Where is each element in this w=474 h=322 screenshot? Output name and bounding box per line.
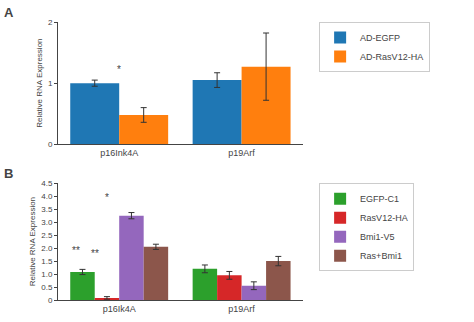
svg-text:**: ** (72, 245, 80, 256)
svg-text:A: A (4, 5, 14, 20)
svg-text:2.5: 2.5 (41, 231, 53, 240)
svg-text:Ras+Bmi1: Ras+Bmi1 (360, 251, 402, 261)
svg-text:0: 0 (48, 296, 53, 305)
svg-text:RasV12-HA: RasV12-HA (360, 213, 408, 223)
svg-text:B: B (4, 166, 13, 181)
svg-text:Relative RNA Expression: Relative RNA Expression (28, 197, 37, 286)
svg-text:3.0: 3.0 (41, 218, 53, 227)
svg-text:Relative RNA Expression: Relative RNA Expression (35, 38, 44, 127)
svg-text:1.0: 1.0 (41, 270, 53, 279)
svg-text:1.5: 1.5 (41, 257, 53, 266)
svg-text:p19Arf: p19Arf (228, 148, 255, 158)
svg-text:0: 0 (48, 140, 53, 149)
svg-text:*: * (117, 64, 121, 75)
svg-text:4.5: 4.5 (41, 179, 53, 188)
svg-text:EGFP-C1: EGFP-C1 (360, 194, 399, 204)
svg-text:p16Ink4A: p16Ink4A (100, 148, 138, 158)
svg-text:*: * (105, 192, 109, 203)
svg-text:0.5: 0.5 (41, 283, 53, 292)
svg-text:Bmi1-V5: Bmi1-V5 (360, 232, 395, 242)
svg-text:AD-EGFP: AD-EGFP (360, 33, 400, 43)
svg-text:**: ** (91, 248, 99, 259)
svg-text:p19Arf: p19Arf (228, 304, 255, 314)
svg-text:3.5: 3.5 (41, 205, 53, 214)
svg-text:1: 1 (48, 79, 53, 88)
svg-text:AD-RasV12-HA: AD-RasV12-HA (360, 52, 423, 62)
svg-text:2.0: 2.0 (41, 244, 53, 253)
svg-text:4.0: 4.0 (41, 192, 53, 201)
svg-text:2: 2 (48, 18, 53, 27)
svg-text:p16Ik4A: p16Ik4A (103, 304, 136, 314)
